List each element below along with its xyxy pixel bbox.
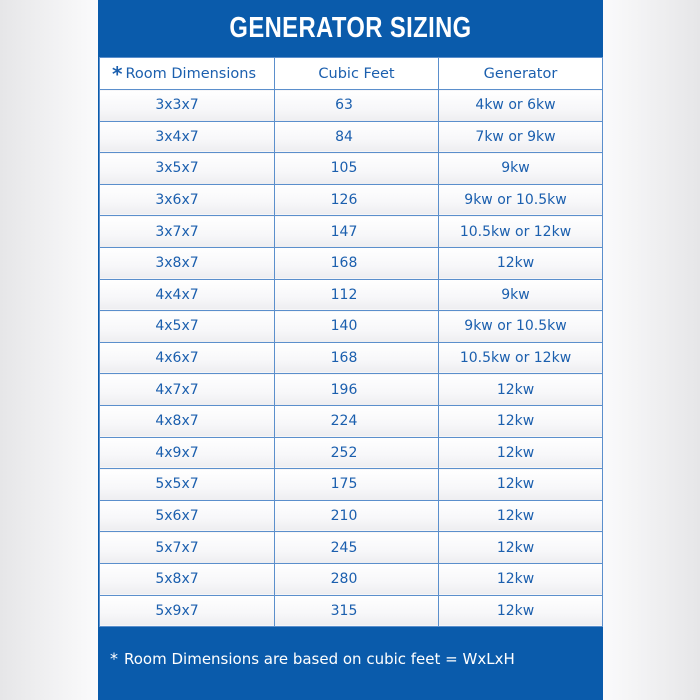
cell-room-dimensions: 3x8x7 <box>99 246 275 280</box>
cell-cubic-feet: 126 <box>274 183 439 217</box>
cell-cubic-feet: 168 <box>274 246 439 280</box>
cell-generator: 12kw <box>438 436 603 470</box>
cell-generator: 12kw <box>438 562 603 596</box>
cell-generator: 9kw or 10.5kw <box>438 183 603 217</box>
cell-cubic-feet: 210 <box>274 499 439 533</box>
cell-generator: 10.5kw or 12kw <box>438 215 603 248</box>
cell-generator: 12kw <box>438 594 603 628</box>
cell-room-dimensions: 5x5x7 <box>99 468 275 501</box>
sizing-table: * Room Dimensions Cubic Feet Generator 3x… <box>99 57 603 628</box>
cell-cubic-feet: 315 <box>274 594 439 628</box>
cell-room-dimensions: 3x4x7 <box>99 120 275 154</box>
table-row: 3x4x7 84 7kw or 9kw <box>99 120 603 154</box>
table-row: 3x5x7 105 9kw <box>99 152 603 185</box>
table-row: 3x6x7 126 9kw or 10.5kw <box>99 183 603 217</box>
cell-cubic-feet: 140 <box>274 310 439 343</box>
page-title: GENERATOR SIZING <box>229 12 472 44</box>
header-generator: Generator <box>438 57 603 90</box>
cell-cubic-feet: 112 <box>274 278 439 312</box>
table-row: 4x7x7 196 12kw <box>99 373 603 406</box>
cell-generator: 9kw <box>438 152 603 185</box>
cell-room-dimensions: 4x4x7 <box>99 278 275 312</box>
header-room-dimensions: * Room Dimensions <box>99 57 275 90</box>
asterisk-marker: * <box>112 61 123 86</box>
cell-room-dimensions: 5x6x7 <box>99 499 275 533</box>
cell-generator: 4kw or 6kw <box>438 89 603 122</box>
cell-cubic-feet: 245 <box>274 531 439 564</box>
cell-cubic-feet: 252 <box>274 436 439 470</box>
asterisk-marker: * <box>110 649 118 668</box>
table-row: 4x4x7 112 9kw <box>99 278 603 312</box>
cell-room-dimensions: 4x5x7 <box>99 310 275 343</box>
cell-room-dimensions: 3x3x7 <box>99 89 275 122</box>
cell-generator: 12kw <box>438 531 603 564</box>
table-row: 5x6x7 210 12kw <box>99 499 603 533</box>
cell-room-dimensions: 5x7x7 <box>99 531 275 564</box>
cell-generator: 12kw <box>438 404 603 438</box>
cell-room-dimensions: 5x9x7 <box>99 594 275 628</box>
table-header-row: * Room Dimensions Cubic Feet Generator <box>99 57 603 90</box>
header-cubic-feet: Cubic Feet <box>274 57 439 90</box>
cell-generator: 9kw <box>438 278 603 312</box>
table-row: 3x8x7 168 12kw <box>99 246 603 280</box>
table-row: 5x5x7 175 12kw <box>99 468 603 501</box>
cell-cubic-feet: 63 <box>274 89 439 122</box>
cell-room-dimensions: 5x8x7 <box>99 562 275 596</box>
cell-room-dimensions: 3x6x7 <box>99 183 275 217</box>
header-label: Room Dimensions <box>125 65 256 82</box>
cell-room-dimensions: 3x5x7 <box>99 152 275 185</box>
cell-cubic-feet: 147 <box>274 215 439 248</box>
table-row: 5x7x7 245 12kw <box>99 531 603 564</box>
footnote-text: Room Dimensions are based on cubic feet … <box>124 649 515 668</box>
cell-room-dimensions: 4x6x7 <box>99 341 275 375</box>
table-row: 3x3x7 63 4kw or 6kw <box>99 89 603 122</box>
table-row: 4x6x7 168 10.5kw or 12kw <box>99 341 603 375</box>
table-row: 5x9x7 315 12kw <box>99 594 603 628</box>
table-row: 4x9x7 252 12kw <box>99 436 603 470</box>
footnote: * Room Dimensions are based on cubic fee… <box>98 627 603 700</box>
table-row: 4x5x7 140 9kw or 10.5kw <box>99 310 603 343</box>
cell-cubic-feet: 280 <box>274 562 439 596</box>
cell-cubic-feet: 175 <box>274 468 439 501</box>
cell-generator: 12kw <box>438 246 603 280</box>
cell-room-dimensions: 4x8x7 <box>99 404 275 438</box>
cell-cubic-feet: 196 <box>274 373 439 406</box>
cell-cubic-feet: 168 <box>274 341 439 375</box>
cell-cubic-feet: 84 <box>274 120 439 154</box>
cell-room-dimensions: 4x9x7 <box>99 436 275 470</box>
cell-cubic-feet: 224 <box>274 404 439 438</box>
table-row: 5x8x7 280 12kw <box>99 562 603 596</box>
cell-generator: 12kw <box>438 499 603 533</box>
cell-generator: 7kw or 9kw <box>438 120 603 154</box>
generator-sizing-panel: GENERATOR SIZING * Room Dimensions Cubic … <box>98 0 603 700</box>
cell-room-dimensions: 3x7x7 <box>99 215 275 248</box>
cell-generator: 9kw or 10.5kw <box>438 310 603 343</box>
cell-room-dimensions: 4x7x7 <box>99 373 275 406</box>
table-row: 3x7x7 147 10.5kw or 12kw <box>99 215 603 248</box>
table-row: 4x8x7 224 12kw <box>99 404 603 438</box>
cell-cubic-feet: 105 <box>274 152 439 185</box>
cell-generator: 12kw <box>438 468 603 501</box>
cell-generator: 12kw <box>438 373 603 406</box>
cell-generator: 10.5kw or 12kw <box>438 341 603 375</box>
